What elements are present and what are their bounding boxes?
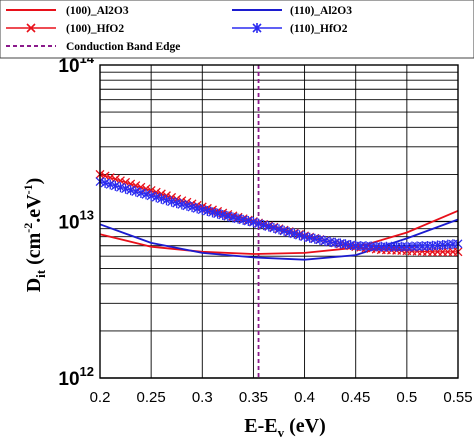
series-marker-110-hfo2 <box>223 211 233 222</box>
legend-label-100-hfo2: (100)_HfO2 <box>66 23 124 35</box>
x-axis-label-sub: v <box>278 425 285 440</box>
y-tick-base: 10 <box>58 369 79 390</box>
series-marker-110-hfo2 <box>274 224 284 235</box>
series-marker-110-hfo2 <box>238 214 248 225</box>
series-marker-110-hfo2 <box>172 198 182 209</box>
y-tick-label: 1013 <box>58 208 94 234</box>
series-marker-110-hfo2 <box>126 185 136 196</box>
series-marker-110-hfo2 <box>284 227 294 238</box>
series-marker-110-hfo2 <box>182 200 192 211</box>
series-marker-110-hfo2 <box>264 221 274 232</box>
y-axis-label-exp1: -2 <box>21 223 35 233</box>
x-axis-label-main: E-E <box>244 415 277 437</box>
series-marker-110-hfo2 <box>208 207 217 218</box>
series-marker-110-hfo2 <box>294 230 304 241</box>
legend-marker-100-hfo2 <box>26 23 36 33</box>
series-marker-110-hfo2 <box>146 190 156 201</box>
series-marker-110-hfo2 <box>162 195 171 206</box>
series-marker-110-hfo2 <box>248 217 258 228</box>
x-tick-label: 0.45 <box>341 389 370 406</box>
legend-label-110-al2o3: (110)_Al2O3 <box>290 5 352 17</box>
legend: (100)_Al2O3 (110)_Al2O3 (100)_HfO2 (110)… <box>0 0 474 59</box>
y-axis-label-unit: (cm <box>23 232 45 270</box>
x-axis-label: E-Ev (eV) <box>244 415 325 440</box>
legend-label-100-al2o3: (100)_Al2O3 <box>66 5 129 17</box>
series-marker-110-hfo2 <box>187 202 197 213</box>
series-marker-110-hfo2 <box>115 182 125 193</box>
series-marker-110-hfo2 <box>213 208 223 219</box>
y-tick-base: 10 <box>58 56 79 77</box>
series-marker-110-hfo2 <box>243 216 253 226</box>
x-axis-label-unit: (eV) <box>284 415 326 437</box>
y-tick-exponent: 12 <box>80 364 94 379</box>
series-marker-110-hfo2 <box>279 225 289 236</box>
x-tick-label: 0.3 <box>192 389 213 406</box>
series-marker-110-hfo2 <box>131 186 141 197</box>
x-tick-label: 0.5 <box>396 389 417 406</box>
series-marker-110-hfo2 <box>289 228 299 239</box>
plot-border <box>99 64 459 379</box>
y-axis-label-sub: it <box>33 269 48 278</box>
series-marker-110-hfo2 <box>121 183 131 194</box>
y-tick-label: 1012 <box>58 364 94 390</box>
series-layer <box>95 65 463 378</box>
x-tick-label: 0.2 <box>90 389 111 406</box>
series-marker-110-hfo2 <box>151 192 161 203</box>
series-marker-110-hfo2 <box>192 203 202 214</box>
y-axis-label: Dit (cm-2.eV-1) <box>21 178 48 293</box>
series-marker-110-hfo2 <box>269 222 279 233</box>
series-marker-110-hfo2 <box>100 177 110 188</box>
series-marker-110-hfo2 <box>228 212 238 223</box>
y-axis-label-mid: .eV <box>23 194 45 223</box>
series-marker-110-hfo2 <box>136 187 146 198</box>
series-marker-110-hfo2 <box>167 196 177 207</box>
x-tick-label: 0.4 <box>294 389 315 406</box>
y-axis-label-main: D <box>23 278 45 292</box>
series-marker-110-hfo2 <box>197 204 207 215</box>
series-marker-110-hfo2 <box>105 179 115 190</box>
series-marker-110-hfo2 <box>177 199 187 210</box>
x-tick-labels: 0.2 0.25 0.3 0.35 0.4 0.45 0.5 0.55 <box>90 389 473 406</box>
series-marker-110-hfo2 <box>110 180 120 191</box>
y-tick-exponent: 13 <box>80 208 94 223</box>
grid <box>99 65 459 379</box>
y-tick-base: 10 <box>58 213 79 234</box>
series-marker-110-hfo2 <box>156 193 166 204</box>
x-tick-label: 0.25 <box>137 389 166 406</box>
legend-marker-110-hfo2 <box>252 23 262 33</box>
y-tick-labels: 101410131012 <box>58 51 94 390</box>
series-marker-110-hfo2 <box>141 189 151 200</box>
series-marker-110-hfo2 <box>233 213 243 224</box>
x-tick-label: 0.55 <box>443 389 472 406</box>
series-marker-110-hfo2 <box>202 205 212 216</box>
legend-label-110-hfo2: (110)_HfO2 <box>290 23 348 35</box>
legend-label-band-edge: Conduction Band Edge <box>66 41 180 53</box>
y-axis-label-exp2: -1 <box>21 184 35 194</box>
y-axis-label-close: ) <box>23 178 45 185</box>
series-marker-110-hfo2 <box>254 218 264 229</box>
series-line-100-al2o3 <box>99 209 459 255</box>
series-line-110-al2o3 <box>99 218 459 261</box>
x-tick-label: 0.35 <box>239 389 268 406</box>
series-marker-110-hfo2 <box>218 209 228 220</box>
plot-frame <box>99 64 459 379</box>
series-marker-110-hfo2 <box>259 220 269 231</box>
